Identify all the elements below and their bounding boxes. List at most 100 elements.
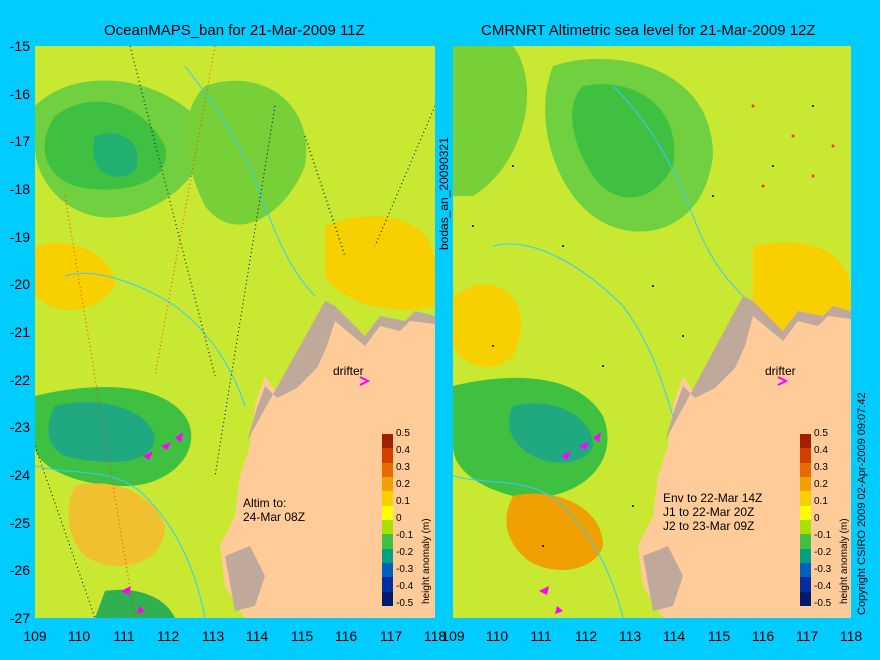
high-anomaly-region-3	[68, 483, 165, 566]
right-map[interactable]: drifter Env to 22-Mar 14Z J1 to 22-Mar 2…	[452, 46, 851, 619]
colorbar-tick: -0.4	[814, 581, 832, 592]
x-tick: 115	[707, 628, 731, 644]
right-panel-title: CMRNRT Altimetric sea level for 21-Mar-2…	[481, 22, 816, 39]
colorbar-segment	[800, 591, 811, 606]
coastal-rock	[247, 301, 435, 441]
colorbar-segment	[382, 505, 393, 520]
colorbar-tick: 0.1	[814, 496, 828, 507]
colorbar-segment	[382, 476, 393, 492]
altim-note-line-1: Altim to:	[243, 496, 287, 510]
x-tick: 117	[795, 628, 819, 644]
y-tick: -26	[9, 562, 30, 578]
low-anomaly-core	[572, 84, 675, 198]
drifter-label: drifter	[765, 364, 796, 378]
colorbar-segment	[800, 476, 811, 492]
colorbar-segment	[382, 462, 393, 477]
x-tick: 116	[334, 628, 358, 644]
colorbar-tick: -0.3	[814, 564, 832, 575]
colorbar-segment	[800, 505, 811, 520]
colorbar-tick: -0.2	[396, 547, 414, 558]
colorbar-segment	[382, 434, 393, 449]
x-tick: 117	[379, 628, 403, 644]
colorbar-segment	[382, 448, 393, 463]
y-tick: -22	[9, 372, 30, 388]
run-id-label: bodas_an_20090321	[437, 137, 451, 250]
y-tick: -24	[9, 467, 30, 483]
low-anomaly-center	[93, 133, 138, 177]
colorbar-segment	[800, 562, 811, 578]
colorbar-segment	[800, 462, 811, 477]
coastal-rock	[665, 296, 851, 441]
contour-line	[492, 243, 674, 417]
x-tick: 112	[574, 628, 598, 644]
y-tick: -25	[9, 515, 30, 531]
left-map[interactable]: drifter Altim to: 24-Mar 08Z	[34, 45, 436, 619]
y-tick: -16	[9, 86, 30, 102]
colorbar-segment	[382, 534, 393, 549]
low-anomaly-core-3	[509, 403, 593, 463]
shark-bay-rock	[225, 546, 265, 611]
colorbar-tick: -0.1	[396, 530, 414, 541]
drifter-arrows	[121, 586, 145, 614]
colorbar-tick: 0.1	[396, 496, 410, 507]
drifter-marker	[359, 376, 371, 386]
x-tick: 109	[23, 628, 47, 644]
contour-line	[452, 475, 624, 619]
high-anomaly-region	[453, 284, 521, 367]
colorbar-segment	[382, 562, 393, 578]
colorbar-segment	[800, 519, 811, 535]
colorbar-tick: 0.5	[396, 428, 410, 439]
left-colorbar	[382, 434, 393, 606]
colorbar-tick: -0.4	[396, 581, 414, 592]
land-mass	[638, 301, 851, 618]
altimeter-track	[374, 105, 436, 247]
right-map-svg	[452, 46, 851, 619]
y-tick: -20	[9, 276, 30, 292]
drifter-marker	[777, 376, 789, 386]
colorbar-tick: -0.2	[814, 547, 832, 558]
x-tick: 113	[201, 628, 225, 644]
x-tick: 111	[113, 628, 135, 644]
y-tick: -23	[9, 419, 30, 435]
colorbar-segment	[800, 434, 811, 449]
colorbar-segment	[382, 548, 393, 563]
colorbar-tick: 0.5	[814, 428, 828, 439]
low-anomaly-core-3	[48, 402, 155, 462]
env-note-line-1: Env to 22-Mar 14Z	[663, 491, 763, 505]
y-tick: -15	[9, 38, 30, 54]
colorbar-segment	[382, 577, 393, 592]
drifter-arrows	[561, 432, 601, 460]
x-tick: 111	[530, 628, 552, 644]
y-tick: -27	[9, 610, 30, 626]
colorbar-tick: -0.5	[814, 598, 832, 609]
shark-bay-rock	[643, 546, 683, 611]
x-tick: 115	[290, 628, 314, 644]
x-tick: 110	[67, 628, 91, 644]
right-colorbar-label: height anomaly (m)	[839, 518, 850, 604]
colorbar-tick: -0.1	[814, 530, 832, 541]
colorbar-segment	[800, 548, 811, 563]
colorbar-tick: 0.2	[396, 479, 410, 490]
x-tick: 118	[839, 628, 863, 644]
x-tick: 116	[751, 628, 775, 644]
colorbar-segment	[800, 577, 811, 592]
low-anomaly-region-2	[186, 80, 307, 225]
colorbar-tick: 0.3	[814, 462, 828, 473]
high-anomaly-region	[35, 243, 115, 310]
low-anomaly-region-4	[95, 589, 175, 618]
contour-line	[34, 465, 206, 619]
colorbar-tick: -0.3	[396, 564, 414, 575]
observation-points-red	[751, 104, 835, 188]
contour-line	[64, 272, 246, 407]
left-colorbar-label: height anomaly (m)	[421, 518, 432, 604]
left-map-svg	[34, 45, 436, 619]
drifter-arrows	[539, 586, 563, 614]
low-anomaly-region-2	[453, 46, 528, 196]
colorbar-segment	[800, 491, 811, 506]
colorbar-tick: 0	[396, 513, 402, 524]
colorbar-segment	[382, 591, 393, 606]
high-anomaly-region-3	[506, 493, 603, 570]
x-tick: 113	[618, 628, 642, 644]
y-tick: -19	[9, 229, 30, 245]
x-tick: 110	[485, 628, 509, 644]
